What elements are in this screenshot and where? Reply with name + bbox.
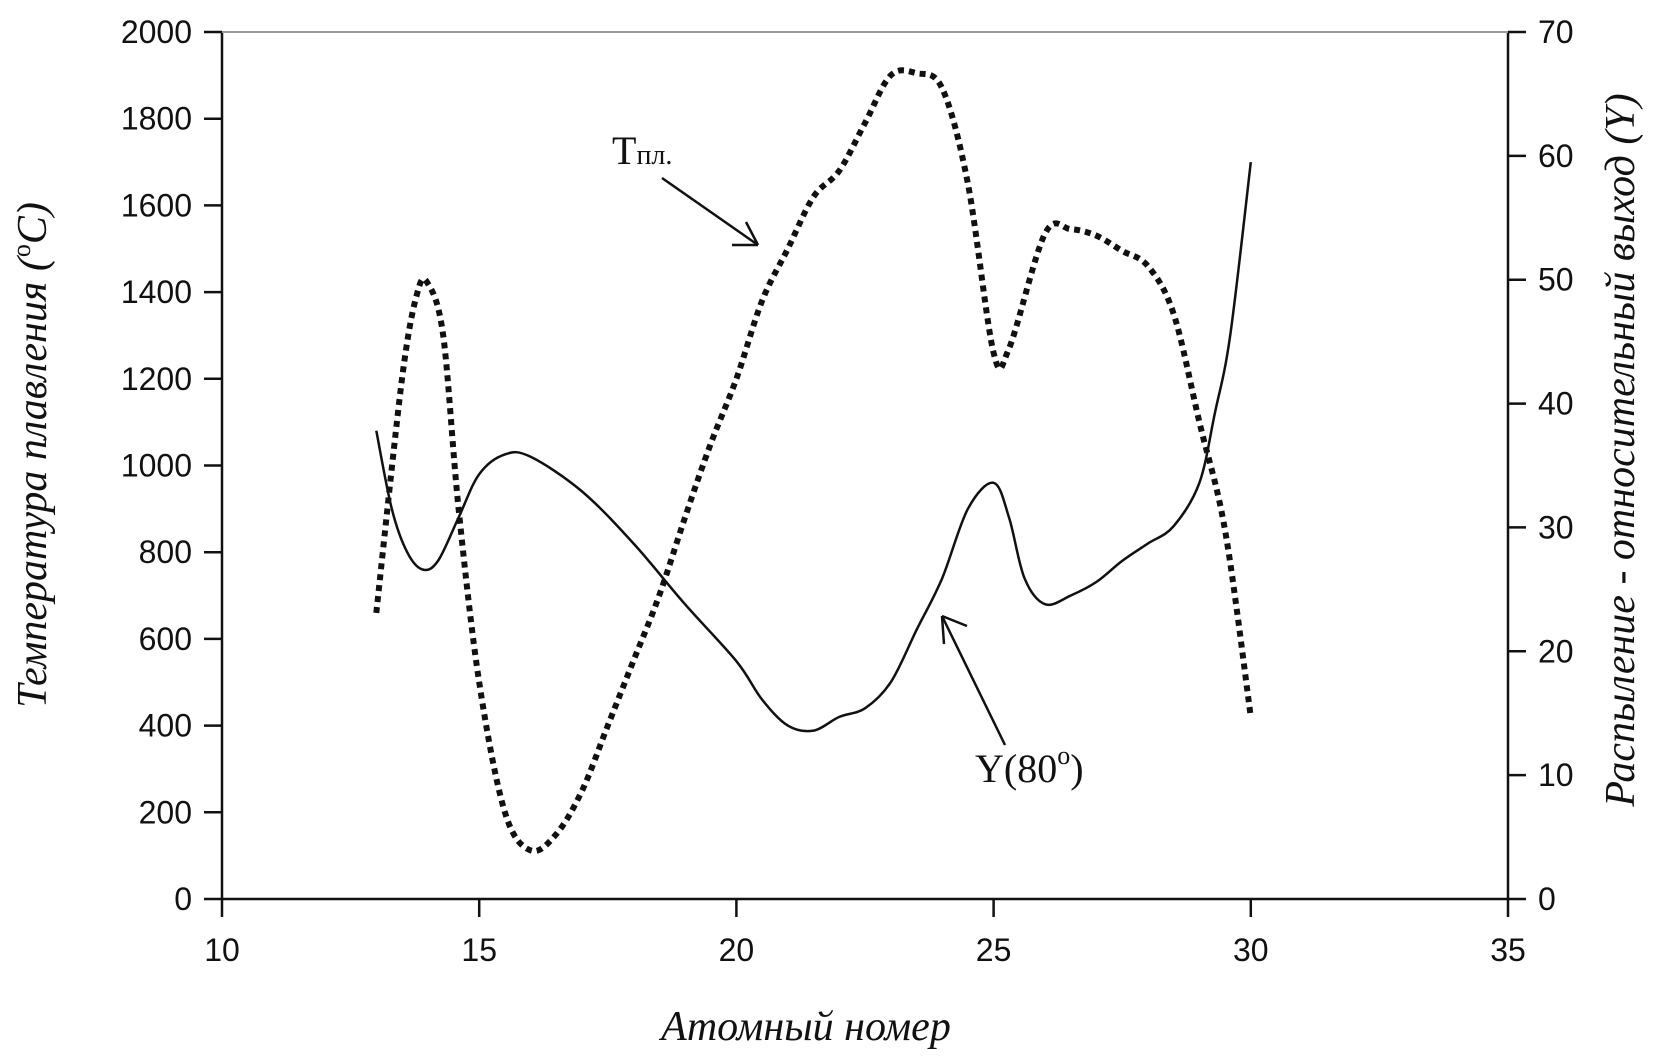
y-left-tick-label: 200: [139, 794, 192, 830]
y-left-axis-title: Температура плавления (oC): [7, 202, 56, 708]
melting-annotation-arrowhead: [732, 221, 760, 247]
yield-annotation-main: Y(80: [975, 746, 1057, 791]
x-tick-label: 10: [204, 932, 240, 968]
y-right-tick-label: 30: [1538, 509, 1574, 545]
axes: [204, 30, 1526, 917]
y-left-axis-title-unit: C): [10, 202, 56, 244]
series-melting-line: [373, 67, 1254, 855]
yield-annotation-arrow: [940, 615, 1007, 746]
y-right-axis-title: Распыление - относительный выход (Y): [1598, 93, 1644, 807]
y-right-tick-label: 60: [1538, 138, 1574, 174]
x-tick-label: 25: [976, 932, 1012, 968]
y-left-tick-label: 1600: [121, 187, 192, 223]
melting-annotation-sub: пл.: [636, 140, 672, 171]
y-right-tick-label: 10: [1538, 757, 1574, 793]
y-left-tick-label: 1400: [121, 274, 192, 310]
y-left-tick-label: 1800: [121, 101, 192, 137]
y-right-tick-label: 20: [1538, 633, 1574, 669]
melting-annotation-arrow: [661, 176, 759, 247]
y-left-tick-label: 400: [139, 708, 192, 744]
y-right-tick-label: 40: [1538, 386, 1574, 422]
yield-annotation-sup: o: [1057, 741, 1070, 770]
y-left-tick-label: 800: [139, 534, 192, 570]
y-left-tick-label: 2000: [121, 14, 192, 50]
x-tick-label: 20: [719, 932, 755, 968]
series-layer: [373, 67, 1254, 855]
y-left-axis-title-sup: o: [7, 244, 36, 257]
x-tick-label: 35: [1490, 932, 1526, 968]
yield-annotation-label: Y(80o): [975, 741, 1084, 791]
y-right-tick-label: 50: [1538, 262, 1574, 298]
yield-annotation: Y(80o): [940, 614, 1084, 791]
yield-annotation-arrowhead: [940, 614, 968, 645]
y-left-tick-label: 1000: [121, 448, 192, 484]
series-yield-line: [375, 161, 1253, 733]
y-left-tick-label: 0: [174, 881, 192, 917]
x-axis-title: Атомный номер: [658, 1004, 951, 1050]
melting-annotation: Tпл.: [612, 128, 760, 247]
y-left-tick-label: 600: [139, 621, 192, 657]
y-left-axis-title-text: Температура плавления (: [10, 254, 56, 708]
melting-annotation-main: T: [612, 128, 636, 173]
y-left-tick-label: 1200: [121, 361, 192, 397]
y-right-tick-label: 0: [1538, 881, 1556, 917]
yield-annotation-close: ): [1070, 746, 1083, 791]
tick-labels: 10 15 20 25 30 350200400600800100012001400160…: [121, 14, 1574, 968]
melting-annotation-label: Tпл.: [612, 128, 672, 173]
y-right-tick-label: 70: [1538, 14, 1574, 50]
x-tick-label: 15: [461, 932, 497, 968]
x-tick-label: 30: [1233, 932, 1269, 968]
